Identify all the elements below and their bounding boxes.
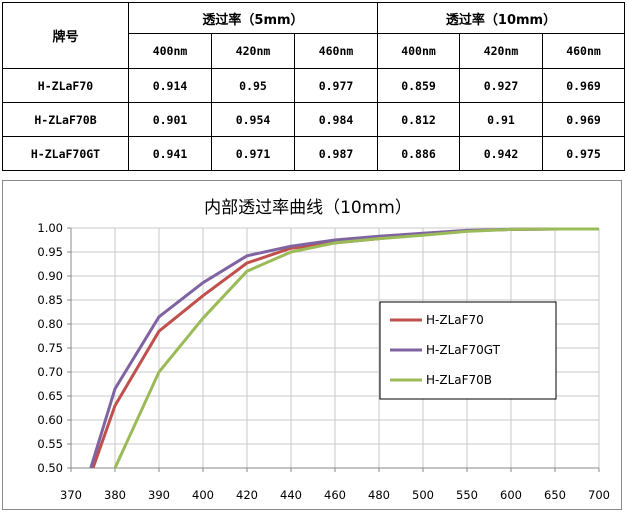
value-cell: 0.977 <box>294 68 378 103</box>
wavelength-header: 400nm <box>377 33 460 69</box>
value-cell: 0.812 <box>377 102 460 137</box>
table-row: H-ZLaF70 0.914 0.95 0.977 0.859 0.927 0.… <box>2 68 625 103</box>
x-tick-label: 460 <box>324 488 346 502</box>
y-tick-label: 1.00 <box>37 221 63 235</box>
table-row: H-ZLaF70GT 0.941 0.971 0.987 0.886 0.942… <box>2 136 625 171</box>
x-tick-label: 700 <box>588 488 610 502</box>
transmittance-table: 牌号 透过率（5mm） 透过率（10mm） 400nm 420nm 460nm … <box>2 2 625 171</box>
wavelength-header: 420nm <box>211 33 295 69</box>
y-tick-label: 0.50 <box>37 461 63 475</box>
x-tick-label: 380 <box>104 488 126 502</box>
series-line-h-zlaf70b <box>113 227 599 469</box>
brand-header: 牌号 <box>2 2 129 69</box>
value-cell: 0.91 <box>459 102 543 137</box>
value-cell: 0.969 <box>542 102 625 137</box>
value-cell: 0.859 <box>377 68 460 103</box>
x-tick-label: 480 <box>368 488 390 502</box>
x-tick-label: 420 <box>236 488 258 502</box>
y-tick-label: 0.75 <box>37 341 63 355</box>
wavelength-header: 460nm <box>542 33 625 69</box>
y-tick-label: 0.60 <box>37 413 63 427</box>
wavelength-header: 400nm <box>128 33 212 69</box>
x-tick-label: 550 <box>456 488 478 502</box>
y-tick-label: 0.85 <box>37 293 63 307</box>
brand-cell: H-ZLaF70 <box>2 68 129 103</box>
axes <box>67 227 600 472</box>
value-cell: 0.975 <box>542 136 625 171</box>
group-header-5mm: 透过率（5mm） <box>128 2 378 34</box>
value-cell: 0.987 <box>294 136 378 171</box>
chart-frame <box>2 180 622 510</box>
x-tick-label: 370 <box>60 488 82 502</box>
x-tick-label: 500 <box>412 488 434 502</box>
y-tick-label: 0.70 <box>37 365 63 379</box>
y-tick-label: 0.80 <box>37 317 63 331</box>
legend-label: H-ZLaF70B <box>426 373 492 387</box>
y-tick-labels: 0.50 0.55 0.60 0.65 0.70 0.75 0.80 0.85 0.90 0.95… <box>37 221 63 475</box>
x-tick-label: 650 <box>544 488 566 502</box>
y-tick-label: 0.55 <box>37 437 63 451</box>
legend-label: H-ZLaF70GT <box>426 343 501 357</box>
value-cell: 0.941 <box>128 136 212 171</box>
x-tick-label: 400 <box>192 488 214 502</box>
chart-title: 内部透过率曲线（10mm） <box>204 198 412 218</box>
y-tick-label: 0.90 <box>37 269 63 283</box>
table-row: H-ZLaF70B 0.901 0.954 0.984 0.812 0.91 0… <box>2 102 625 137</box>
value-cell: 0.971 <box>211 136 295 171</box>
x-tick-label: 600 <box>500 488 522 502</box>
wavelength-header: 460nm <box>294 33 378 69</box>
y-tick-label: 0.95 <box>37 245 63 259</box>
legend-label: H-ZLaF70 <box>426 313 484 327</box>
x-tick-label: 390 <box>148 488 170 502</box>
wavelength-header: 420nm <box>459 33 543 69</box>
value-cell: 0.901 <box>128 102 212 137</box>
value-cell: 0.984 <box>294 102 378 137</box>
transmittance-chart: 内部透过率曲线（10mm） 0.500.550.600.650.700.750.… <box>37 198 610 502</box>
x-tick-labels: 370 380 390 400 420 440 460 480 500 550 600 650 700 <box>60 488 610 502</box>
brand-cell: H-ZLaF70B <box>2 102 129 137</box>
value-cell: 0.954 <box>211 102 295 137</box>
value-cell: 0.969 <box>542 68 625 103</box>
legend: H-ZLaF70 H-ZLaF70GT H-ZLaF70B <box>379 301 557 400</box>
value-cell: 0.95 <box>211 68 295 103</box>
x-tick-label: 440 <box>280 488 302 502</box>
group-header-10mm: 透过率（10mm） <box>377 2 625 34</box>
series-lines <box>89 227 599 469</box>
value-cell: 0.942 <box>459 136 543 171</box>
value-cell: 0.927 <box>459 68 543 103</box>
y-tick-label: 0.65 <box>37 389 63 403</box>
brand-cell: H-ZLaF70GT <box>2 136 129 171</box>
value-cell: 0.886 <box>377 136 460 171</box>
value-cell: 0.914 <box>128 68 212 103</box>
